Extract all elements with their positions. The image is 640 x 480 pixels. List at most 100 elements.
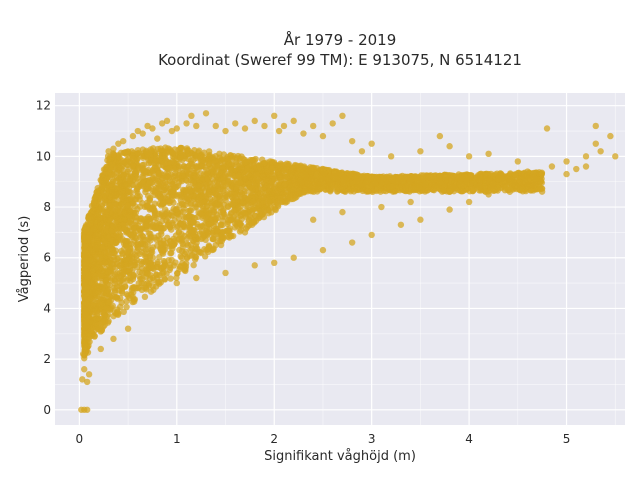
data-point <box>155 170 162 178</box>
data-point <box>183 195 191 203</box>
data-point <box>211 218 219 226</box>
data-point <box>83 317 90 324</box>
data-point <box>126 266 134 273</box>
data-point <box>251 182 258 189</box>
data-point <box>117 261 125 268</box>
data-point <box>260 213 268 221</box>
data-point <box>97 250 104 258</box>
data-point <box>203 199 211 206</box>
data-point <box>159 200 167 207</box>
data-point <box>221 194 229 201</box>
data-point <box>91 332 98 340</box>
data-point <box>110 151 117 158</box>
data-point <box>119 271 126 278</box>
data-point <box>215 179 223 187</box>
data-point <box>247 214 254 221</box>
data-point <box>91 272 98 280</box>
data-point <box>116 231 123 238</box>
data-point <box>275 169 282 176</box>
data-point <box>117 215 124 223</box>
data-point <box>112 202 119 209</box>
data-point <box>144 199 151 206</box>
data-point <box>431 184 439 191</box>
data-point <box>172 206 179 213</box>
data-point <box>81 311 89 318</box>
data-point <box>236 179 244 186</box>
data-point <box>209 206 216 214</box>
data-point <box>146 178 153 185</box>
data-point <box>225 227 233 234</box>
data-point <box>151 200 159 207</box>
data-point <box>331 174 338 182</box>
data-point <box>245 171 252 178</box>
data-point <box>139 200 146 207</box>
data-point <box>218 233 225 240</box>
data-point <box>106 202 114 210</box>
data-point <box>511 171 519 179</box>
data-point <box>271 197 279 204</box>
data-point <box>119 176 127 184</box>
data-point <box>149 223 156 230</box>
data-point <box>161 246 169 253</box>
data-point <box>236 219 243 226</box>
data-point <box>142 221 149 228</box>
data-point <box>207 180 214 187</box>
data-point <box>209 154 217 161</box>
data-point <box>524 182 531 190</box>
data-point <box>96 193 103 200</box>
data-point <box>151 191 158 199</box>
data-point <box>225 216 232 224</box>
data-point <box>265 187 272 194</box>
data-point <box>380 175 387 182</box>
data-point <box>168 226 175 233</box>
data-point <box>187 177 194 184</box>
data-point <box>230 172 238 180</box>
data-point <box>123 303 130 311</box>
data-point <box>165 256 172 264</box>
data-point <box>199 231 207 238</box>
data-point <box>226 234 233 241</box>
data-point <box>82 226 90 233</box>
data-point <box>198 162 205 169</box>
data-point <box>302 186 309 193</box>
data-point <box>222 172 229 179</box>
data-point <box>211 186 218 194</box>
data-point <box>250 218 257 226</box>
data-point <box>529 174 537 181</box>
chart-subtitle: Koordinat (Sweref 99 TM): E 913075, N 65… <box>158 51 522 69</box>
data-point <box>440 187 447 195</box>
data-point <box>213 211 221 219</box>
data-point <box>317 175 324 183</box>
data-point <box>87 295 95 302</box>
data-point <box>183 214 191 221</box>
data-point <box>159 217 166 225</box>
data-point <box>176 263 184 271</box>
data-point <box>143 286 150 293</box>
data-point <box>436 179 444 186</box>
data-point <box>436 172 444 180</box>
data-point <box>238 165 245 173</box>
data-point <box>127 249 134 256</box>
data-point <box>81 287 88 295</box>
data-point <box>214 163 221 170</box>
data-point <box>364 188 372 195</box>
data-point <box>127 195 134 202</box>
data-point <box>217 221 225 228</box>
data-point <box>99 243 106 250</box>
data-point <box>143 253 150 260</box>
data-point <box>225 203 232 211</box>
data-point <box>102 193 109 200</box>
data-point <box>196 177 203 184</box>
chart-title: År 1979 - 2019 <box>284 30 397 49</box>
data-point <box>142 185 149 193</box>
data-point <box>220 187 227 195</box>
data-point <box>185 155 192 163</box>
data-point <box>258 189 265 196</box>
data-point <box>416 184 423 191</box>
data-point <box>92 244 100 252</box>
data-point <box>139 232 146 240</box>
data-point <box>119 167 127 174</box>
data-point <box>538 170 546 177</box>
data-point <box>105 217 113 224</box>
data-point <box>144 270 151 277</box>
